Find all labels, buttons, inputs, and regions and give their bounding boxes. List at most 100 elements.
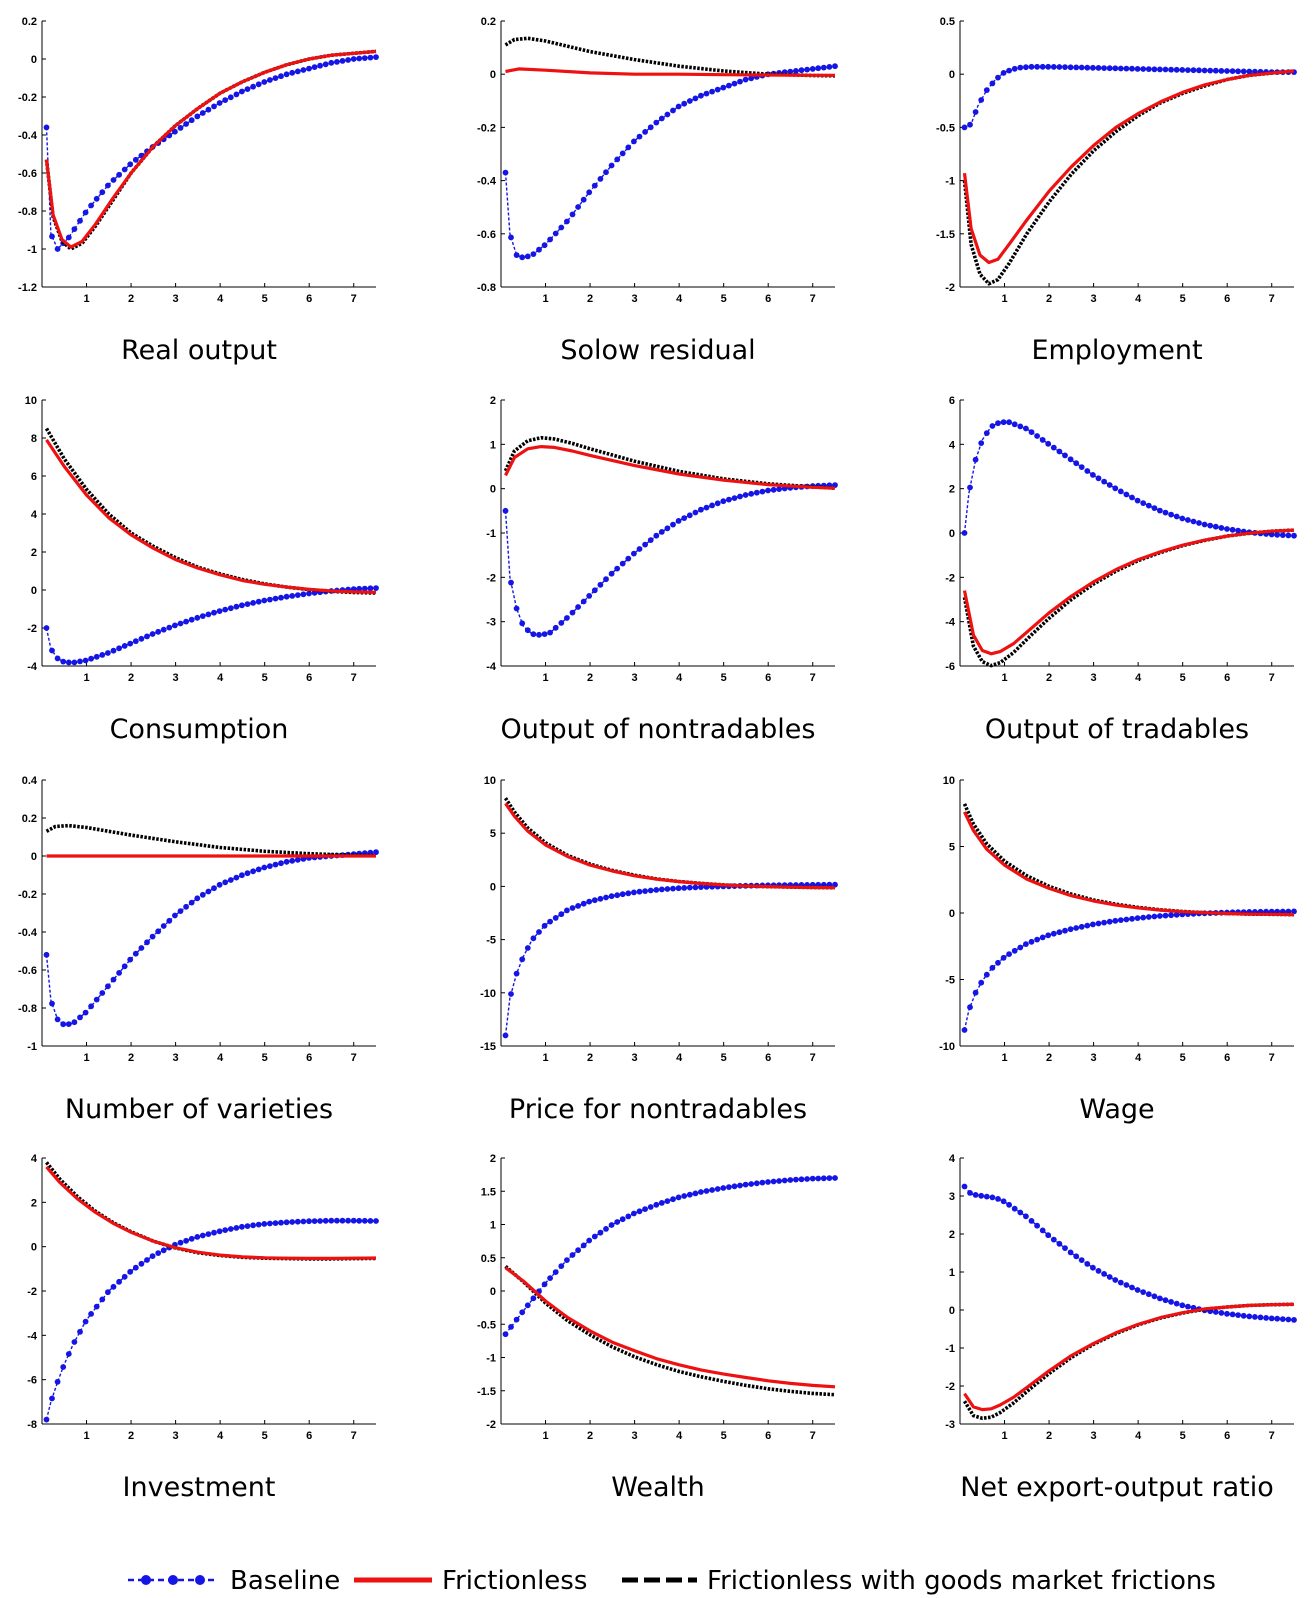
x-tick-label: 2 (128, 1430, 134, 1442)
baseline-marker (502, 507, 509, 514)
baseline-marker (1185, 67, 1191, 73)
baseline-marker (1173, 513, 1180, 520)
baseline-marker (65, 659, 72, 666)
x-tick-label: 1 (83, 672, 89, 684)
y-tick-label: -1 (486, 1353, 496, 1365)
baseline-marker (149, 631, 156, 637)
baseline-marker (1090, 64, 1096, 71)
baseline-marker (1067, 456, 1074, 463)
series-line-goods-frictions (44, 49, 377, 251)
baseline-marker (989, 964, 996, 971)
baseline-marker (1207, 522, 1214, 529)
baseline-marker (978, 440, 985, 446)
baseline-marker (1240, 68, 1247, 75)
x-tick-label: 4 (1135, 672, 1142, 684)
baseline-marker (664, 525, 671, 532)
baseline-marker (233, 91, 240, 98)
baseline-marker (172, 622, 178, 629)
baseline-marker (597, 1229, 604, 1236)
baseline-marker (373, 585, 379, 591)
baseline-marker (244, 86, 251, 92)
baseline-marker (580, 1242, 587, 1249)
y-tick-label: -5 (945, 975, 955, 987)
baseline-marker (272, 1220, 279, 1226)
baseline-marker (753, 1180, 760, 1187)
y-tick-label: -0.8 (18, 206, 37, 218)
x-tick-label: 4 (676, 293, 683, 305)
baseline-marker (43, 625, 50, 631)
x-tick-label: 3 (1091, 1430, 1097, 1442)
baseline-marker (832, 1175, 838, 1181)
chart-panel-output-of-nontradables: -4 -3 -2 -1 0 1 2 1 2 3 4 5 6 7 Output of nontradables (486, 395, 838, 745)
baseline-marker (647, 887, 654, 894)
baseline-marker (105, 1289, 111, 1296)
baseline-marker (530, 935, 537, 942)
baseline-marker (132, 950, 139, 957)
baseline-marker (642, 129, 648, 135)
x-tick-label: 3 (1091, 672, 1097, 684)
y-tick-label: 0.5 (481, 1253, 496, 1265)
baseline-marker (1134, 66, 1141, 72)
baseline-marker (339, 58, 346, 64)
baseline-marker (681, 1193, 688, 1199)
baseline-marker (703, 1188, 710, 1194)
x-tick-label: 7 (1269, 293, 1275, 305)
panel-title: Number of varieties (65, 1094, 333, 1125)
baseline-marker (1240, 1312, 1247, 1319)
baseline-marker (188, 899, 195, 906)
baseline-marker (199, 613, 206, 619)
baseline-marker (1028, 1218, 1035, 1224)
baseline-marker (261, 79, 268, 85)
baseline-marker (804, 1176, 810, 1182)
baseline-marker (983, 1193, 990, 1200)
baseline-marker (65, 234, 72, 241)
baseline-marker (144, 633, 150, 640)
y-tick-label: 0 (31, 851, 37, 863)
x-tick-label: 6 (1224, 1052, 1230, 1064)
baseline-marker (664, 886, 671, 892)
baseline-marker (1106, 482, 1113, 488)
baseline-marker (1073, 64, 1080, 71)
baseline-marker (155, 928, 162, 935)
baseline-marker (1123, 1282, 1130, 1288)
baseline-marker (1101, 478, 1107, 485)
baseline-marker (1235, 1312, 1241, 1318)
baseline-marker (1011, 421, 1018, 428)
baseline-marker (177, 620, 184, 627)
baseline-marker (82, 209, 89, 216)
baseline-marker (267, 863, 273, 869)
y-tick-label: 4 (949, 439, 956, 451)
baseline-marker (1062, 64, 1068, 70)
x-tick-label: 1 (83, 1430, 89, 1442)
baseline-marker (995, 959, 1001, 966)
baseline-marker (737, 493, 743, 500)
baseline-marker (603, 1226, 609, 1232)
baseline-marker (1201, 521, 1208, 528)
baseline-marker (250, 83, 256, 90)
y-tick-label: -5 (486, 935, 496, 947)
baseline-marker (614, 565, 621, 572)
baseline-marker (519, 1309, 526, 1316)
baseline-marker (65, 1351, 72, 1357)
baseline-marker (720, 498, 727, 505)
baseline-marker (972, 989, 979, 996)
baseline-marker (177, 908, 184, 914)
baseline-marker (93, 195, 100, 202)
baseline-marker (1084, 64, 1091, 71)
baseline-marker (1140, 500, 1147, 506)
baseline-marker (658, 1200, 665, 1206)
baseline-marker (720, 84, 727, 91)
baseline-marker (597, 581, 604, 588)
x-tick-label: 4 (217, 293, 224, 305)
baseline-marker (524, 1302, 531, 1309)
baseline-marker (300, 67, 307, 73)
baseline-marker (1196, 520, 1202, 526)
baseline-marker (1257, 1314, 1264, 1321)
x-tick-label: 6 (306, 1430, 312, 1442)
baseline-marker (88, 1003, 94, 1010)
y-tick-label: 0.5 (940, 16, 955, 28)
baseline-marker (272, 595, 279, 602)
y-tick-label: 1.5 (481, 1186, 496, 1198)
x-tick-label: 6 (1224, 672, 1230, 684)
x-tick-label: 2 (128, 293, 134, 305)
